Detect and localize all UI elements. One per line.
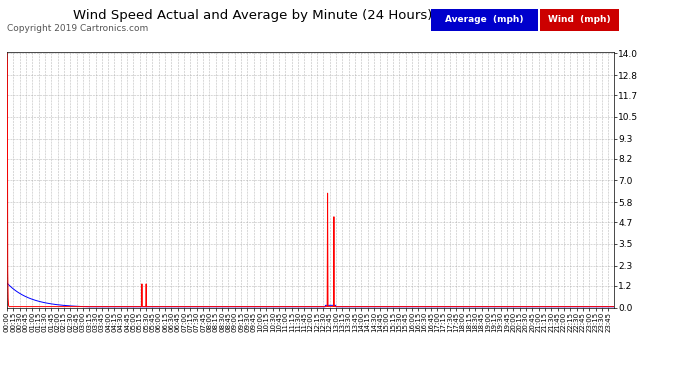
Text: Wind Speed Actual and Average by Minute (24 Hours) (New) 20191210: Wind Speed Actual and Average by Minute … xyxy=(73,9,548,22)
Text: Average  (mph): Average (mph) xyxy=(446,15,524,24)
Text: Wind  (mph): Wind (mph) xyxy=(548,15,611,24)
Text: Copyright 2019 Cartronics.com: Copyright 2019 Cartronics.com xyxy=(7,24,148,33)
